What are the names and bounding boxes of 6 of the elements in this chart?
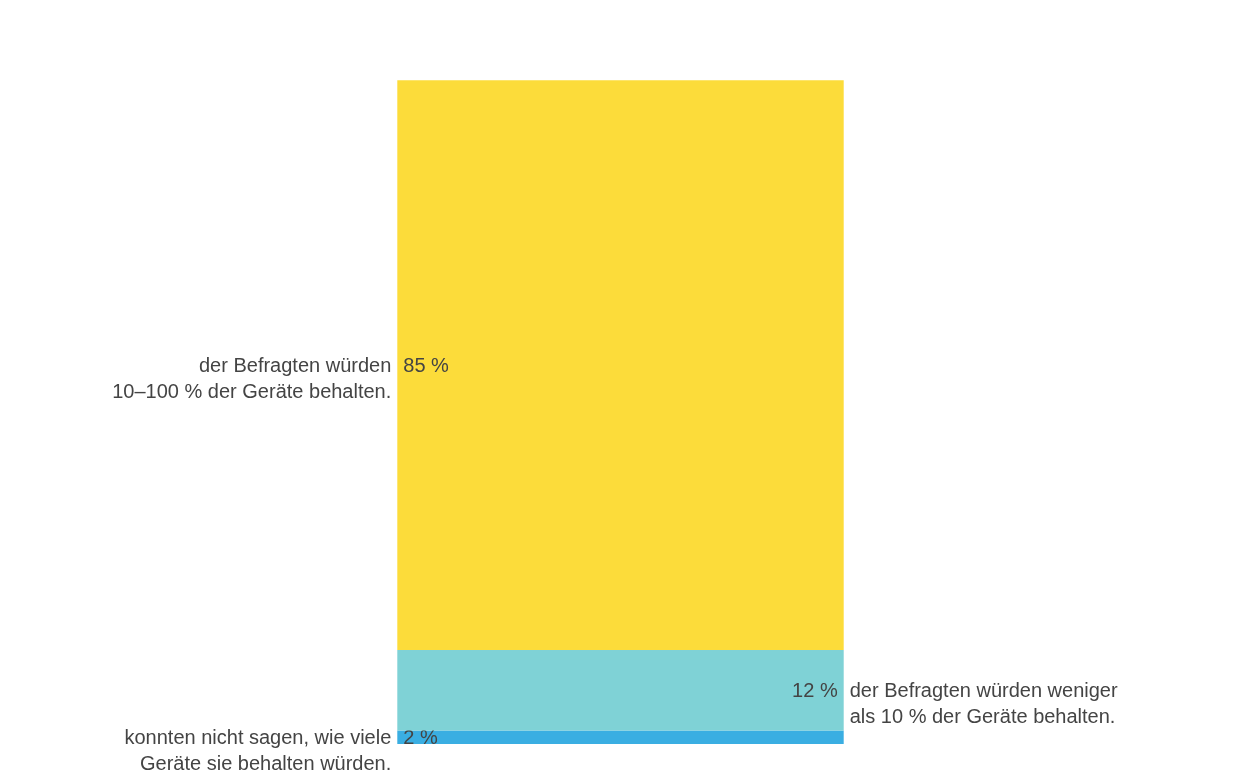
series-label: konnten nicht sagen, wie viele Geräte sie behalten würden. [124, 726, 392, 775]
data-label: 2 % [403, 726, 438, 749]
series-label: der Befragten würden weniger als 10 % der Geräte behalten. [849, 679, 1118, 728]
data-label: 12 % [792, 679, 838, 702]
series-label: der Befragten würden 10–100 % der Geräte behalten. [112, 354, 392, 403]
data-label: 85 % [403, 354, 450, 377]
